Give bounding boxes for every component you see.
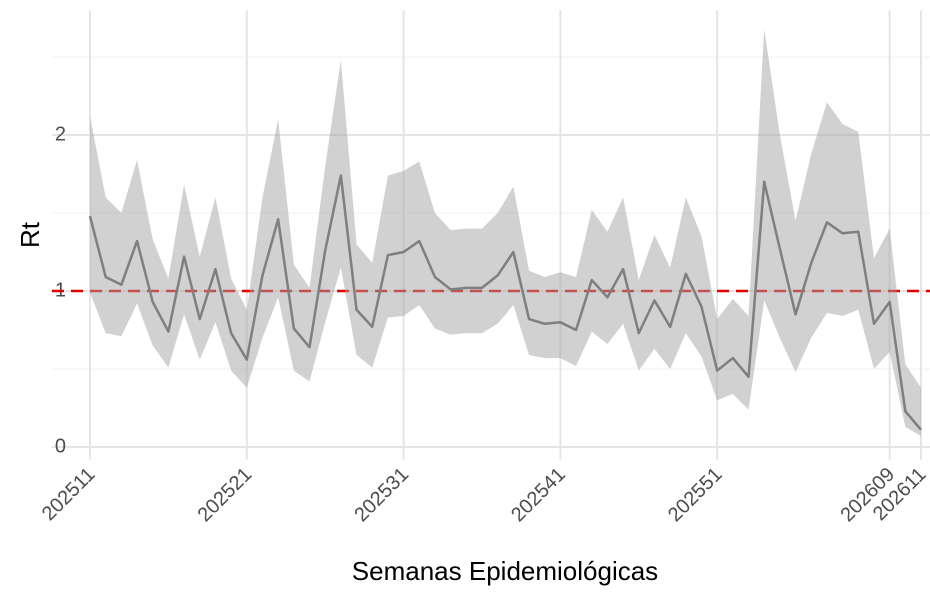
x-axis-title: Semanas Epidemiológicas — [352, 556, 658, 586]
x-tick-label: 202531 — [350, 463, 413, 526]
x-tick-label: 202521 — [194, 463, 257, 526]
rt-line — [88, 174, 922, 431]
y-axis-title: Rt — [15, 221, 45, 248]
x-tick-label: 202541 — [507, 463, 570, 526]
x-tick-label: 202511 — [38, 463, 100, 525]
confidence-band — [90, 28, 921, 437]
x-tick-label: 202551 — [664, 463, 727, 526]
y-tick-label: 0 — [55, 435, 66, 457]
y-tick-label: 2 — [55, 123, 66, 145]
